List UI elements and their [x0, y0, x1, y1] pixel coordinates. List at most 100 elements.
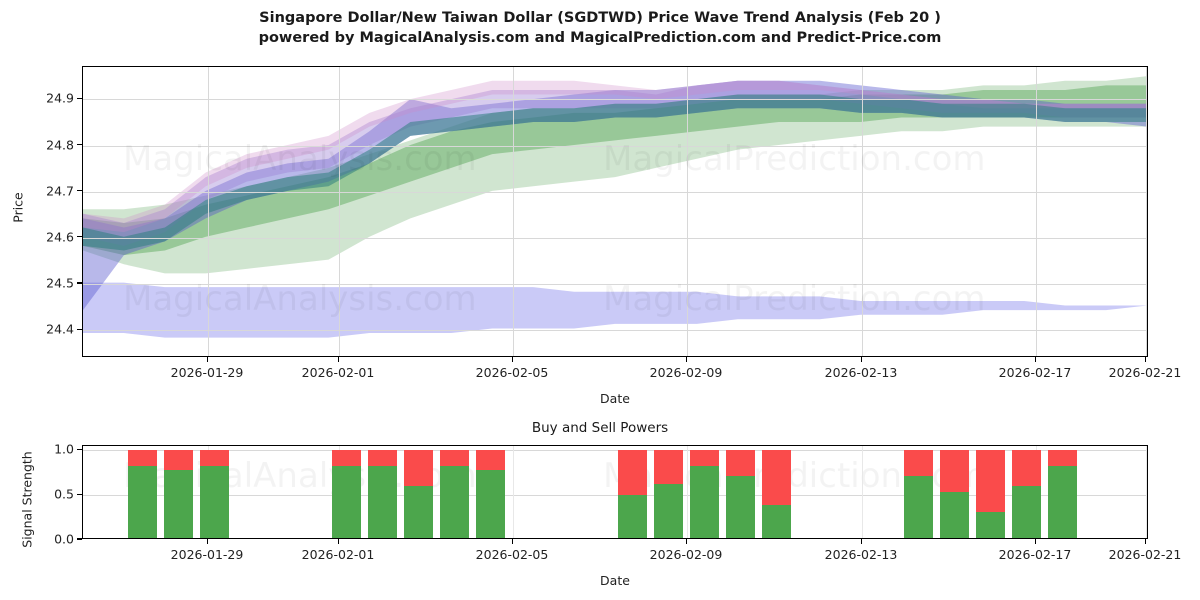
price-y-tick-mark	[77, 236, 82, 238]
signal-x-tick-mark	[1145, 539, 1147, 544]
buy-power-bar[interactable]	[1012, 486, 1041, 538]
sell-power-bar[interactable]	[128, 450, 157, 466]
price-band-blue-band	[83, 80, 1147, 311]
page-title: Singapore Dollar/New Taiwan Dollar (SGDT…	[0, 8, 1200, 48]
sell-power-bar[interactable]	[164, 450, 193, 471]
sell-power-bar[interactable]	[1048, 450, 1077, 466]
price-gridline-h-1	[83, 284, 1147, 286]
signal-x-tick-label: 2026-02-09	[649, 547, 723, 562]
sell-power-bar[interactable]	[726, 450, 755, 476]
sell-power-bar[interactable]	[332, 450, 361, 466]
title-line-2: powered by MagicalAnalysis.com and Magic…	[258, 30, 942, 46]
sell-power-bar[interactable]	[368, 450, 397, 466]
sell-power-bar[interactable]	[904, 450, 933, 476]
title-line-1: Singapore Dollar/New Taiwan Dollar (SGDT…	[259, 10, 941, 26]
buy-power-bar[interactable]	[654, 484, 683, 538]
price-y-tick-mark	[77, 97, 82, 99]
signal-x-tick-mark	[207, 539, 209, 544]
buy-power-bar[interactable]	[726, 475, 755, 538]
price-y-tick-label: 24.7	[46, 183, 74, 199]
sell-power-bar[interactable]	[976, 450, 1005, 513]
sell-power-bar[interactable]	[618, 450, 647, 496]
price-gridline-h-2	[83, 237, 1147, 239]
signal-gridline-h-2	[83, 450, 1147, 452]
signal-y-tick-mark	[77, 538, 82, 540]
buy-power-bar[interactable]	[200, 465, 229, 538]
price-gridline-v-1	[339, 67, 340, 356]
signal-y-tick-mark	[77, 493, 82, 495]
sell-power-bar[interactable]	[762, 450, 791, 506]
sell-power-bar[interactable]	[654, 450, 683, 485]
price-x-tick-label: 2026-02-21	[1108, 365, 1182, 380]
price-x-tick-label: 2026-02-01	[301, 365, 375, 380]
price-gridline-v-4	[862, 67, 863, 356]
price-gridline-v-3	[687, 67, 688, 356]
signal-x-tick-mark	[512, 539, 514, 544]
price-x-tick-mark	[686, 357, 688, 362]
price-gridline-h-4	[83, 145, 1147, 147]
price-gridline-v-6	[1146, 67, 1147, 356]
buy-power-bar[interactable]	[404, 486, 433, 538]
price-x-tick-mark	[861, 357, 863, 362]
sell-power-bar[interactable]	[404, 450, 433, 487]
price-band-light-green-wide-band	[83, 76, 1147, 274]
sell-power-bar[interactable]	[476, 450, 505, 471]
price-gridline-h-0	[83, 330, 1147, 332]
price-y-tick-mark	[77, 282, 82, 284]
price-gridline-h-5	[83, 99, 1147, 101]
price-gridline-v-2	[513, 67, 514, 356]
sell-power-bar[interactable]	[200, 450, 229, 466]
buy-power-bar[interactable]	[940, 491, 969, 538]
sell-power-bar[interactable]	[440, 450, 469, 466]
buy-power-bar[interactable]	[904, 475, 933, 538]
signal-gridline-v-4	[862, 446, 863, 538]
price-band-dark-teal-core	[83, 94, 1147, 251]
sell-power-bar[interactable]	[690, 450, 719, 466]
buy-power-bar[interactable]	[332, 465, 361, 538]
buy-power-bar[interactable]	[164, 470, 193, 538]
signal-y-tick-label: 0.0	[54, 531, 74, 547]
price-y-tick-mark	[77, 143, 82, 146]
signal-y-tick-label: 0.5	[54, 486, 74, 502]
price-gridline-v-5	[1036, 67, 1037, 356]
signal-x-tick-mark	[686, 539, 688, 544]
signal-gridline-h-1	[83, 495, 1147, 497]
signal-chart-title: Buy and Sell Powers	[531, 420, 669, 436]
signal-chart-plot-area: MagicalAnalysis.comMagicalPrediction.com	[82, 445, 1148, 539]
buy-power-bar[interactable]	[1048, 465, 1077, 538]
price-x-tick-label: 2026-02-17	[998, 365, 1072, 380]
buy-power-bar[interactable]	[440, 465, 469, 538]
buy-power-bar[interactable]	[690, 465, 719, 538]
price-x-axis-title: Date	[600, 391, 630, 406]
price-x-tick-label: 2026-02-05	[475, 365, 549, 380]
price-band-purple-band	[83, 80, 1147, 246]
price-y-tick-mark	[77, 328, 82, 330]
signal-gridline-v-2	[513, 446, 514, 538]
price-x-tick-mark	[512, 357, 514, 362]
signal-x-axis-title: Date	[600, 573, 630, 588]
price-x-tick-label: 2026-02-13	[824, 365, 898, 380]
buy-power-bar[interactable]	[476, 470, 505, 538]
price-gridline-v-0	[208, 67, 209, 356]
price-band-lavender-lower-band	[83, 282, 1147, 338]
buy-power-bar[interactable]	[368, 465, 397, 538]
price-x-tick-mark	[207, 357, 209, 362]
signal-gridline-v-6	[1146, 446, 1147, 538]
signal-y-tick-mark	[77, 448, 82, 451]
sell-power-bar[interactable]	[1012, 450, 1041, 487]
buy-power-bar[interactable]	[618, 495, 647, 538]
price-y-tick-label: 24.6	[46, 229, 74, 245]
buy-power-bar[interactable]	[128, 465, 157, 538]
price-chart-plot-area: MagicalAnalysis.comMagicalPrediction.com…	[82, 66, 1148, 357]
signal-gridline-v-3	[687, 446, 688, 538]
price-y-tick-label: 24.8	[46, 137, 74, 153]
signal-y-axis-title: Signal Strength	[19, 451, 35, 548]
signal-x-tick-label: 2026-02-01	[301, 547, 375, 562]
buy-power-bar[interactable]	[762, 505, 791, 538]
price-x-tick-mark	[1035, 357, 1037, 362]
signal-y-tick-label: 1.0	[54, 441, 74, 457]
price-wave-bands	[83, 76, 1147, 338]
buy-power-bar[interactable]	[976, 512, 1005, 538]
price-y-tick-label: 24.5	[46, 275, 74, 291]
sell-power-bar[interactable]	[940, 450, 969, 492]
